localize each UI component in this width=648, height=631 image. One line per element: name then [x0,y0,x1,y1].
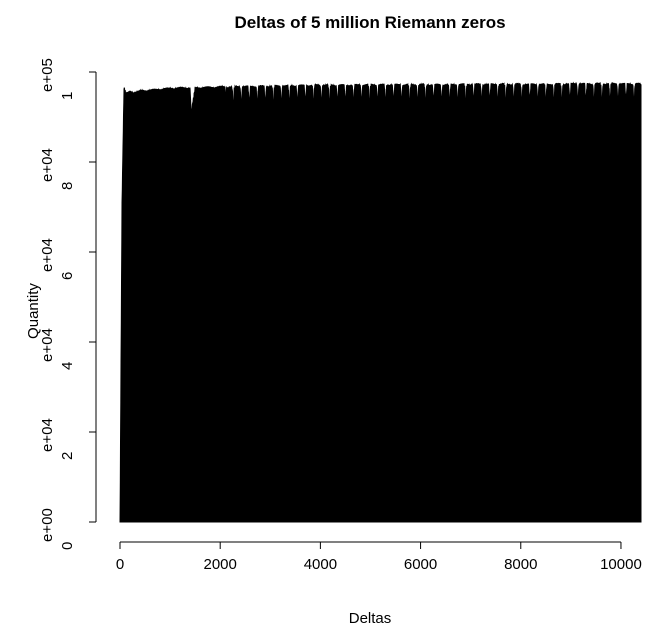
x-axis: 0 2000 4000 6000 8000 10000 [116,541,642,573]
y-tick-label: 0e+00 [39,508,76,550]
plot-area [119,81,642,523]
x-tick-label: 8000 [504,556,537,573]
y-tick-mantissa: 2 [59,452,76,460]
y-tick-label: 8e+04 [39,148,76,190]
y-tick-label: 6e+04 [39,238,76,280]
x-tick-label: 4000 [304,556,337,573]
y-tick-exponent: e+05 [39,58,56,92]
y-tick-mantissa: 8 [59,182,76,190]
y-tick-mantissa: 4 [59,362,76,370]
x-tick-label: 10000 [600,556,642,573]
y-tick-exponent: e+04 [39,418,56,452]
y-tick-mantissa: 1 [59,92,76,100]
y-tick-mantissa: 0 [59,542,76,550]
y-tick-mantissa: 6 [59,272,76,280]
y-tick-exponent: e+00 [39,508,56,542]
y-tick-exponent: e+04 [39,238,56,272]
y-tick-exponent: e+04 [39,328,56,362]
y-axis-label: Quantity [25,283,42,339]
x-tick-label: 2000 [204,556,237,573]
y-tick-label: 1e+05 [39,58,76,100]
x-tick-label: 6000 [404,556,437,573]
y-tick-label: 4e+04 [39,328,76,370]
y-tick-label: 2e+04 [39,418,76,460]
chart-title: Deltas of 5 million Riemann zeros [234,13,505,32]
area-series [119,81,642,523]
x-tick-label: 0 [116,556,124,573]
y-tick-exponent: e+04 [39,148,56,182]
x-axis-label: Deltas [349,610,392,627]
